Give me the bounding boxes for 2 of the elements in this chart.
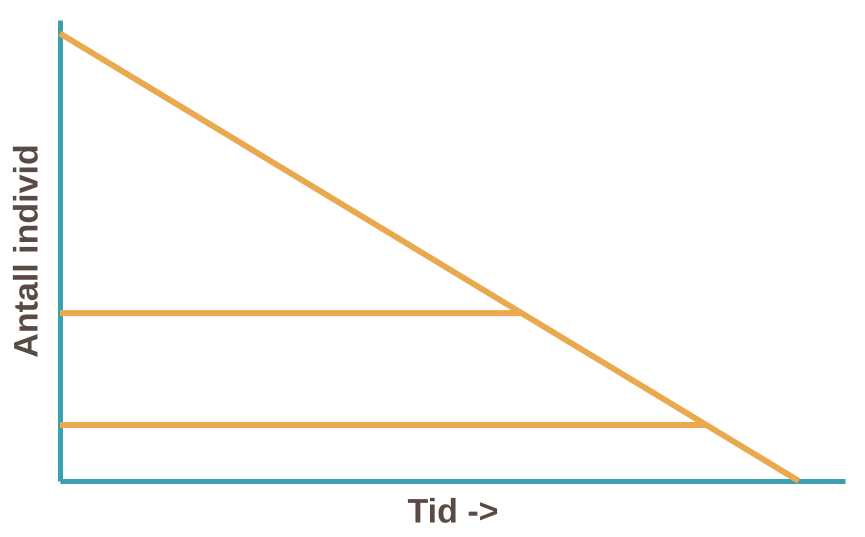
y-axis-title: Antall individ: [8, 144, 46, 358]
x-axis-title: Tid ->: [408, 492, 498, 530]
